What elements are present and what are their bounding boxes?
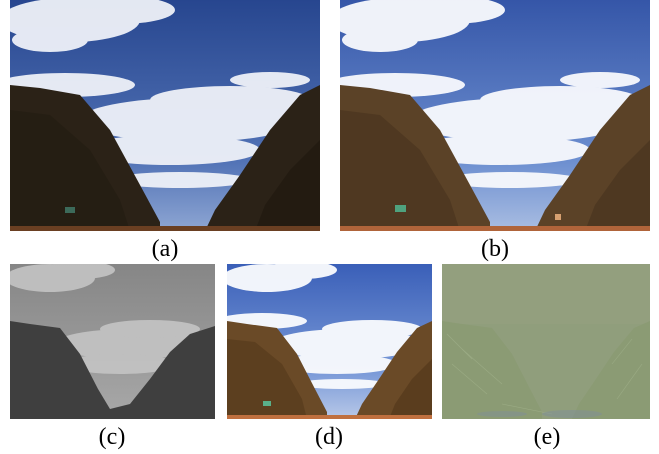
panel-d-image: [227, 264, 432, 419]
panel-b-image: [340, 0, 650, 231]
caption-c: (c): [98, 424, 126, 450]
canyon-reflectance-color: [227, 264, 432, 419]
caption-a: (a): [151, 236, 179, 262]
canyon-noise-residual: [442, 264, 650, 419]
canyon-illumination-gray: [10, 264, 215, 419]
caption-e: (e): [533, 424, 561, 450]
canyon-photo-dark: [10, 0, 320, 231]
caption-d: (d): [315, 424, 343, 450]
panel-e-image: [442, 264, 650, 419]
panel-a-image: [10, 0, 320, 231]
caption-b: (b): [481, 236, 509, 262]
canyon-photo-enhanced: [340, 0, 650, 231]
panel-c-image: [10, 264, 215, 419]
